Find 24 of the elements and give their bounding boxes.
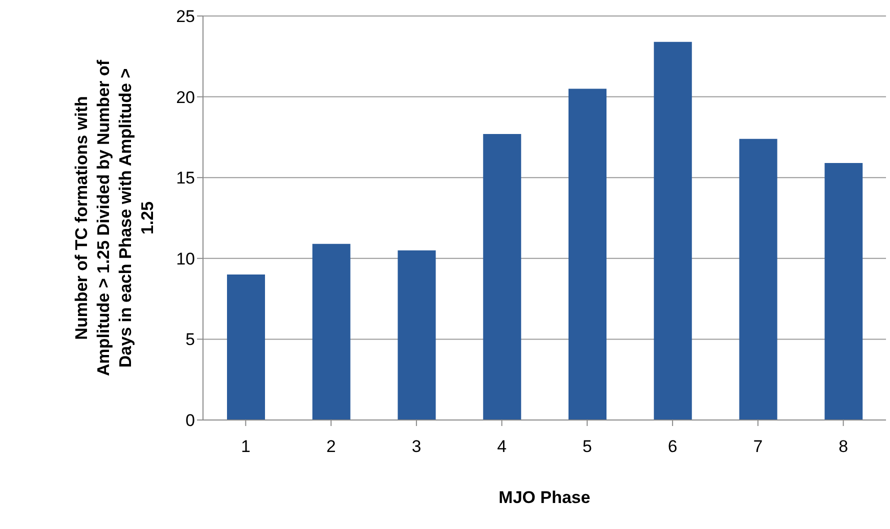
bar (739, 138, 778, 420)
bar (398, 250, 436, 420)
y-tick-label: 5 (186, 330, 195, 350)
y-axis-title: Number of TC formations with Amplitude > 1.25 Divided by Number of Days in each Phase with Amplitude > 1.25 (72, 60, 157, 376)
x-tick-label: 7 (753, 437, 763, 456)
y-tick-label: 25 (176, 7, 195, 26)
x-tick-label: 5 (582, 437, 592, 456)
bar (654, 42, 692, 420)
x-tick-label: 6 (668, 437, 678, 456)
x-tick-label: 1 (240, 437, 250, 456)
y-tick-label: 0 (186, 411, 195, 430)
y-tick-label: 10 (176, 249, 195, 268)
x-axis-title: MJO Phase (498, 488, 590, 507)
bar (312, 244, 350, 420)
bar (568, 88, 606, 420)
y-tick-label: 15 (176, 168, 195, 188)
x-tick-label: 8 (838, 437, 848, 456)
x-tick-label: 3 (412, 437, 422, 456)
bar (227, 274, 265, 420)
bar (824, 163, 863, 420)
x-tick-label: 2 (326, 437, 336, 456)
y-tick-label: 20 (176, 88, 195, 107)
x-tick-label: 4 (497, 437, 507, 456)
bar (483, 134, 522, 420)
